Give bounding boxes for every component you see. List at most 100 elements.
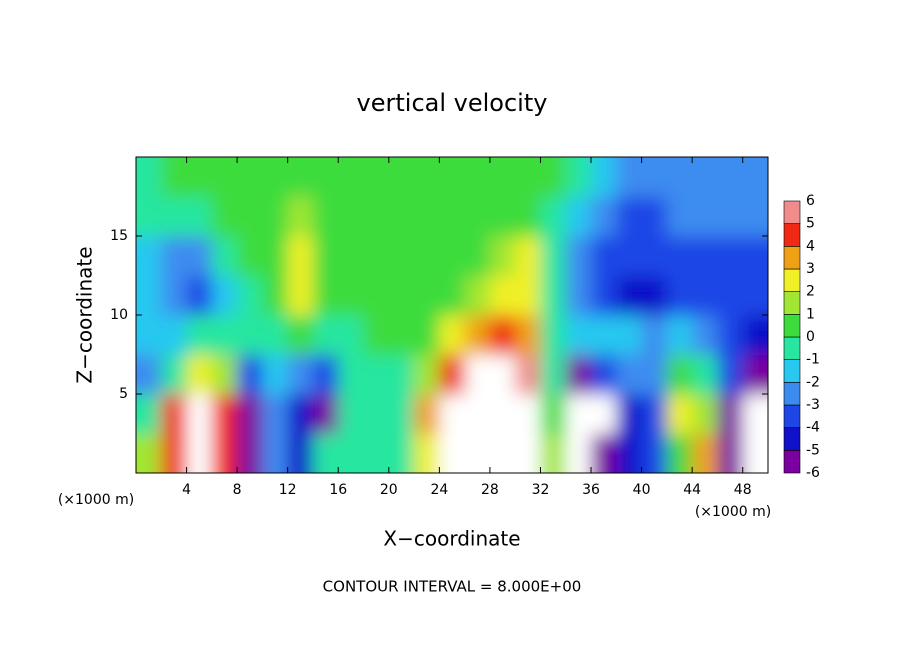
colorbar-label: 3 <box>806 261 815 277</box>
cell <box>439 275 466 316</box>
cell <box>641 354 668 395</box>
cell <box>464 433 491 473</box>
cell <box>692 157 718 197</box>
x-tick-label: 12 <box>279 482 297 498</box>
cell <box>287 315 314 355</box>
cell <box>489 157 516 197</box>
cell <box>565 236 592 276</box>
cell <box>717 315 744 355</box>
cell <box>515 275 541 316</box>
cell <box>540 236 567 276</box>
cell <box>515 394 541 434</box>
cell <box>237 157 263 197</box>
cell <box>641 315 668 355</box>
cell <box>565 433 592 473</box>
colorbar-swatch <box>783 246 801 270</box>
cell <box>515 433 541 473</box>
footnote: CONTOUR INTERVAL = 8.000E+00 <box>323 578 582 596</box>
cell <box>414 315 440 355</box>
cell <box>591 354 617 395</box>
cell <box>565 394 592 434</box>
cell <box>464 275 491 316</box>
colorbar-swatch <box>783 336 801 360</box>
cell <box>186 275 213 316</box>
x-tick-label: 16 <box>329 482 347 498</box>
cell <box>338 315 365 355</box>
x-tick-label: 40 <box>633 482 651 498</box>
colorbar-label: -1 <box>806 352 820 368</box>
cell <box>161 236 188 276</box>
cell <box>439 394 466 434</box>
cell <box>161 157 188 197</box>
cell <box>742 236 768 276</box>
cell <box>616 236 643 276</box>
x-tick-label: 48 <box>734 482 752 498</box>
cell <box>312 236 339 276</box>
cell <box>237 196 263 237</box>
cell <box>540 196 567 237</box>
cell <box>312 394 339 434</box>
cell <box>262 394 289 434</box>
cell <box>616 394 643 434</box>
cell <box>388 394 415 434</box>
cell <box>186 315 213 355</box>
cell <box>237 394 263 434</box>
cell <box>287 275 314 316</box>
cell <box>641 196 668 237</box>
cell <box>287 157 314 197</box>
colorbar-swatch <box>783 359 801 383</box>
cell <box>136 157 162 197</box>
colorbar-label: 0 <box>806 329 815 345</box>
cell <box>312 354 339 395</box>
x-tick-label: 36 <box>582 482 600 498</box>
x-tick-label: 28 <box>481 482 499 498</box>
cell <box>439 196 466 237</box>
cell <box>363 394 390 434</box>
x-axis-label: X−coordinate <box>383 527 520 551</box>
cell <box>287 196 314 237</box>
cell <box>565 275 592 316</box>
y-tick-label: 15 <box>110 228 128 244</box>
cell <box>237 433 263 473</box>
cell <box>161 315 188 355</box>
cell <box>666 196 693 237</box>
cell <box>489 354 516 395</box>
colorbar-swatch <box>783 268 801 292</box>
cell <box>742 394 768 434</box>
cell <box>161 196 188 237</box>
x-unit-label-right: (×1000 m) <box>695 504 771 520</box>
colorbar-label: 6 <box>806 193 815 209</box>
cell <box>287 394 314 434</box>
x-tick-label: 44 <box>683 482 701 498</box>
cell <box>591 236 617 276</box>
cell <box>489 394 516 434</box>
cell <box>414 275 440 316</box>
cell <box>211 196 238 237</box>
cell <box>666 236 693 276</box>
cell <box>666 433 693 473</box>
cell <box>439 157 466 197</box>
cell <box>287 354 314 395</box>
cell <box>262 196 289 237</box>
colorbar-label: -4 <box>806 420 820 436</box>
cell <box>363 433 390 473</box>
cell <box>186 433 213 473</box>
cell <box>439 236 466 276</box>
cell <box>211 275 238 316</box>
cell <box>338 275 365 316</box>
cell <box>363 275 390 316</box>
cell <box>388 354 415 395</box>
cell <box>388 315 415 355</box>
cell <box>717 196 744 237</box>
cell <box>641 236 668 276</box>
cell <box>742 157 768 197</box>
cell <box>262 354 289 395</box>
colorbar-swatch <box>783 427 801 451</box>
cell <box>717 157 744 197</box>
cell <box>464 354 491 395</box>
cell <box>616 354 643 395</box>
cells <box>136 157 768 473</box>
cell <box>591 394 617 434</box>
cell <box>161 354 188 395</box>
y-tick-label: 10 <box>110 307 128 323</box>
